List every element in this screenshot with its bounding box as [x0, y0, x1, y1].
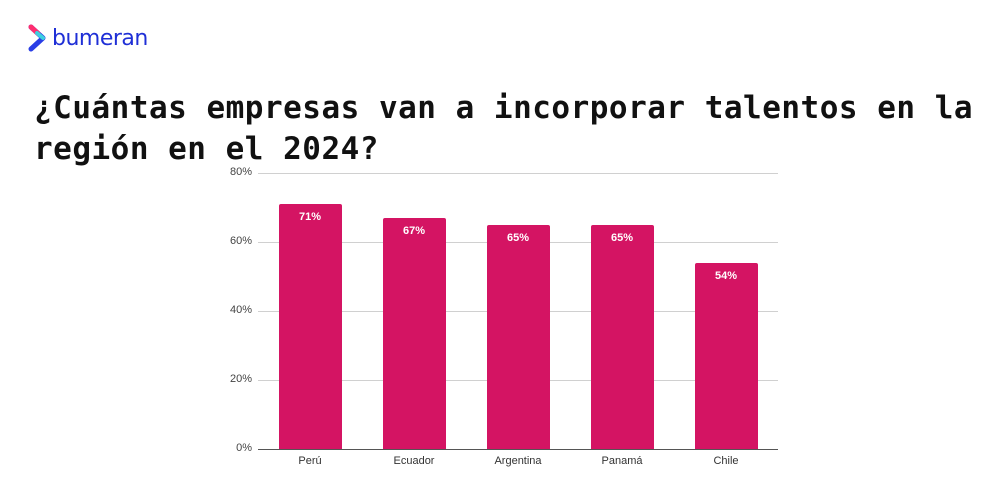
bumeran-arrow-icon: [28, 24, 46, 52]
y-tick-label: 20%: [229, 373, 252, 385]
y-tick-label: 0%: [236, 442, 252, 454]
y-tick-label: 60%: [229, 235, 252, 247]
page-title: ¿Cuántas empresas van a incorporar talen…: [34, 90, 974, 167]
bar-perú: 71%: [278, 204, 342, 449]
x-axis-line: [258, 449, 778, 450]
brand-logo: bumeran: [28, 24, 148, 52]
y-tick-label: 40%: [229, 304, 252, 316]
brand-name: bumeran: [52, 25, 148, 51]
bar-value-label: 65%: [610, 231, 634, 244]
bar-value-label: 54%: [714, 269, 738, 282]
x-tick-label: Perú: [298, 455, 322, 467]
bar-ecuador: 67%: [382, 217, 446, 449]
bar-chile: 54%: [694, 262, 758, 449]
gridline: [258, 173, 778, 174]
x-tick-label: Ecuador: [393, 455, 435, 467]
y-tick-label: 80%: [229, 166, 252, 178]
bar-value-label: 67%: [402, 224, 426, 237]
bar-argentina: 65%: [486, 224, 550, 449]
bar-panamá: 65%: [590, 224, 654, 449]
x-tick-label: Chile: [713, 455, 739, 467]
x-tick-label: Panamá: [601, 455, 643, 467]
bar-value-label: 71%: [298, 211, 322, 224]
bar-value-label: 65%: [506, 231, 530, 244]
x-tick-label: Argentina: [494, 455, 542, 467]
